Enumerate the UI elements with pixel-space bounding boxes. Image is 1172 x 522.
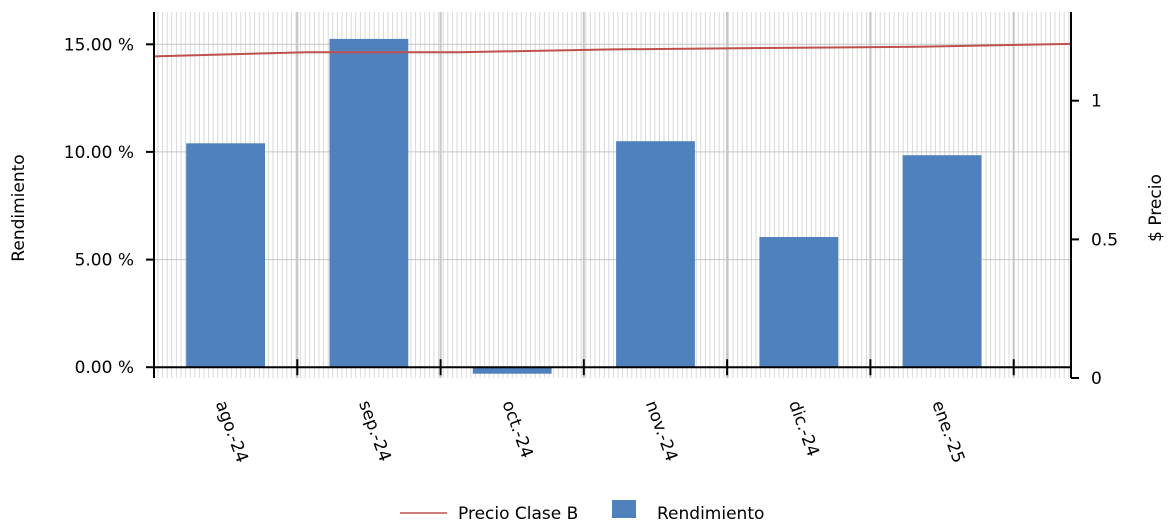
price-line (153, 42, 1072, 58)
x-tick-label: ene.-25 (927, 398, 968, 466)
y-tick-label: 0.00 % (75, 358, 134, 378)
y-tick-label: 5.00 % (75, 251, 134, 271)
y2-tick-label: 0.5 (1091, 230, 1118, 250)
bar (616, 141, 695, 368)
bar (472, 367, 552, 374)
legend: Precio Clase B Rendimiento (400, 500, 764, 522)
bar (186, 143, 265, 368)
x-tick-label: dic.-24 (784, 398, 823, 459)
x-tick-label: nov.-24 (641, 398, 681, 464)
bar-series (186, 38, 982, 374)
y2-tick-label: 1 (1091, 92, 1102, 112)
y2-axis-title: $ Precio (1146, 174, 1166, 242)
y-tick-label: 10.00 % (64, 143, 134, 163)
bar (759, 237, 839, 368)
legend-label-price: Precio Clase B (458, 504, 578, 522)
x-tick-label: oct.-24 (498, 398, 537, 461)
y2-tick-label: 0 (1091, 369, 1102, 389)
price-line-series (153, 42, 1072, 58)
x-tick-label: ago.-24 (211, 398, 252, 465)
bar (902, 155, 982, 368)
legend-label-return: Rendimiento (657, 504, 764, 522)
x-tick-label: sep.-24 (354, 398, 394, 464)
y-axis-title: Rendimiento (9, 154, 29, 261)
bar (329, 38, 409, 368)
axes (146, 12, 1079, 379)
y-tick-label: 15.00 % (64, 35, 134, 55)
legend-box-swatch (612, 500, 636, 518)
